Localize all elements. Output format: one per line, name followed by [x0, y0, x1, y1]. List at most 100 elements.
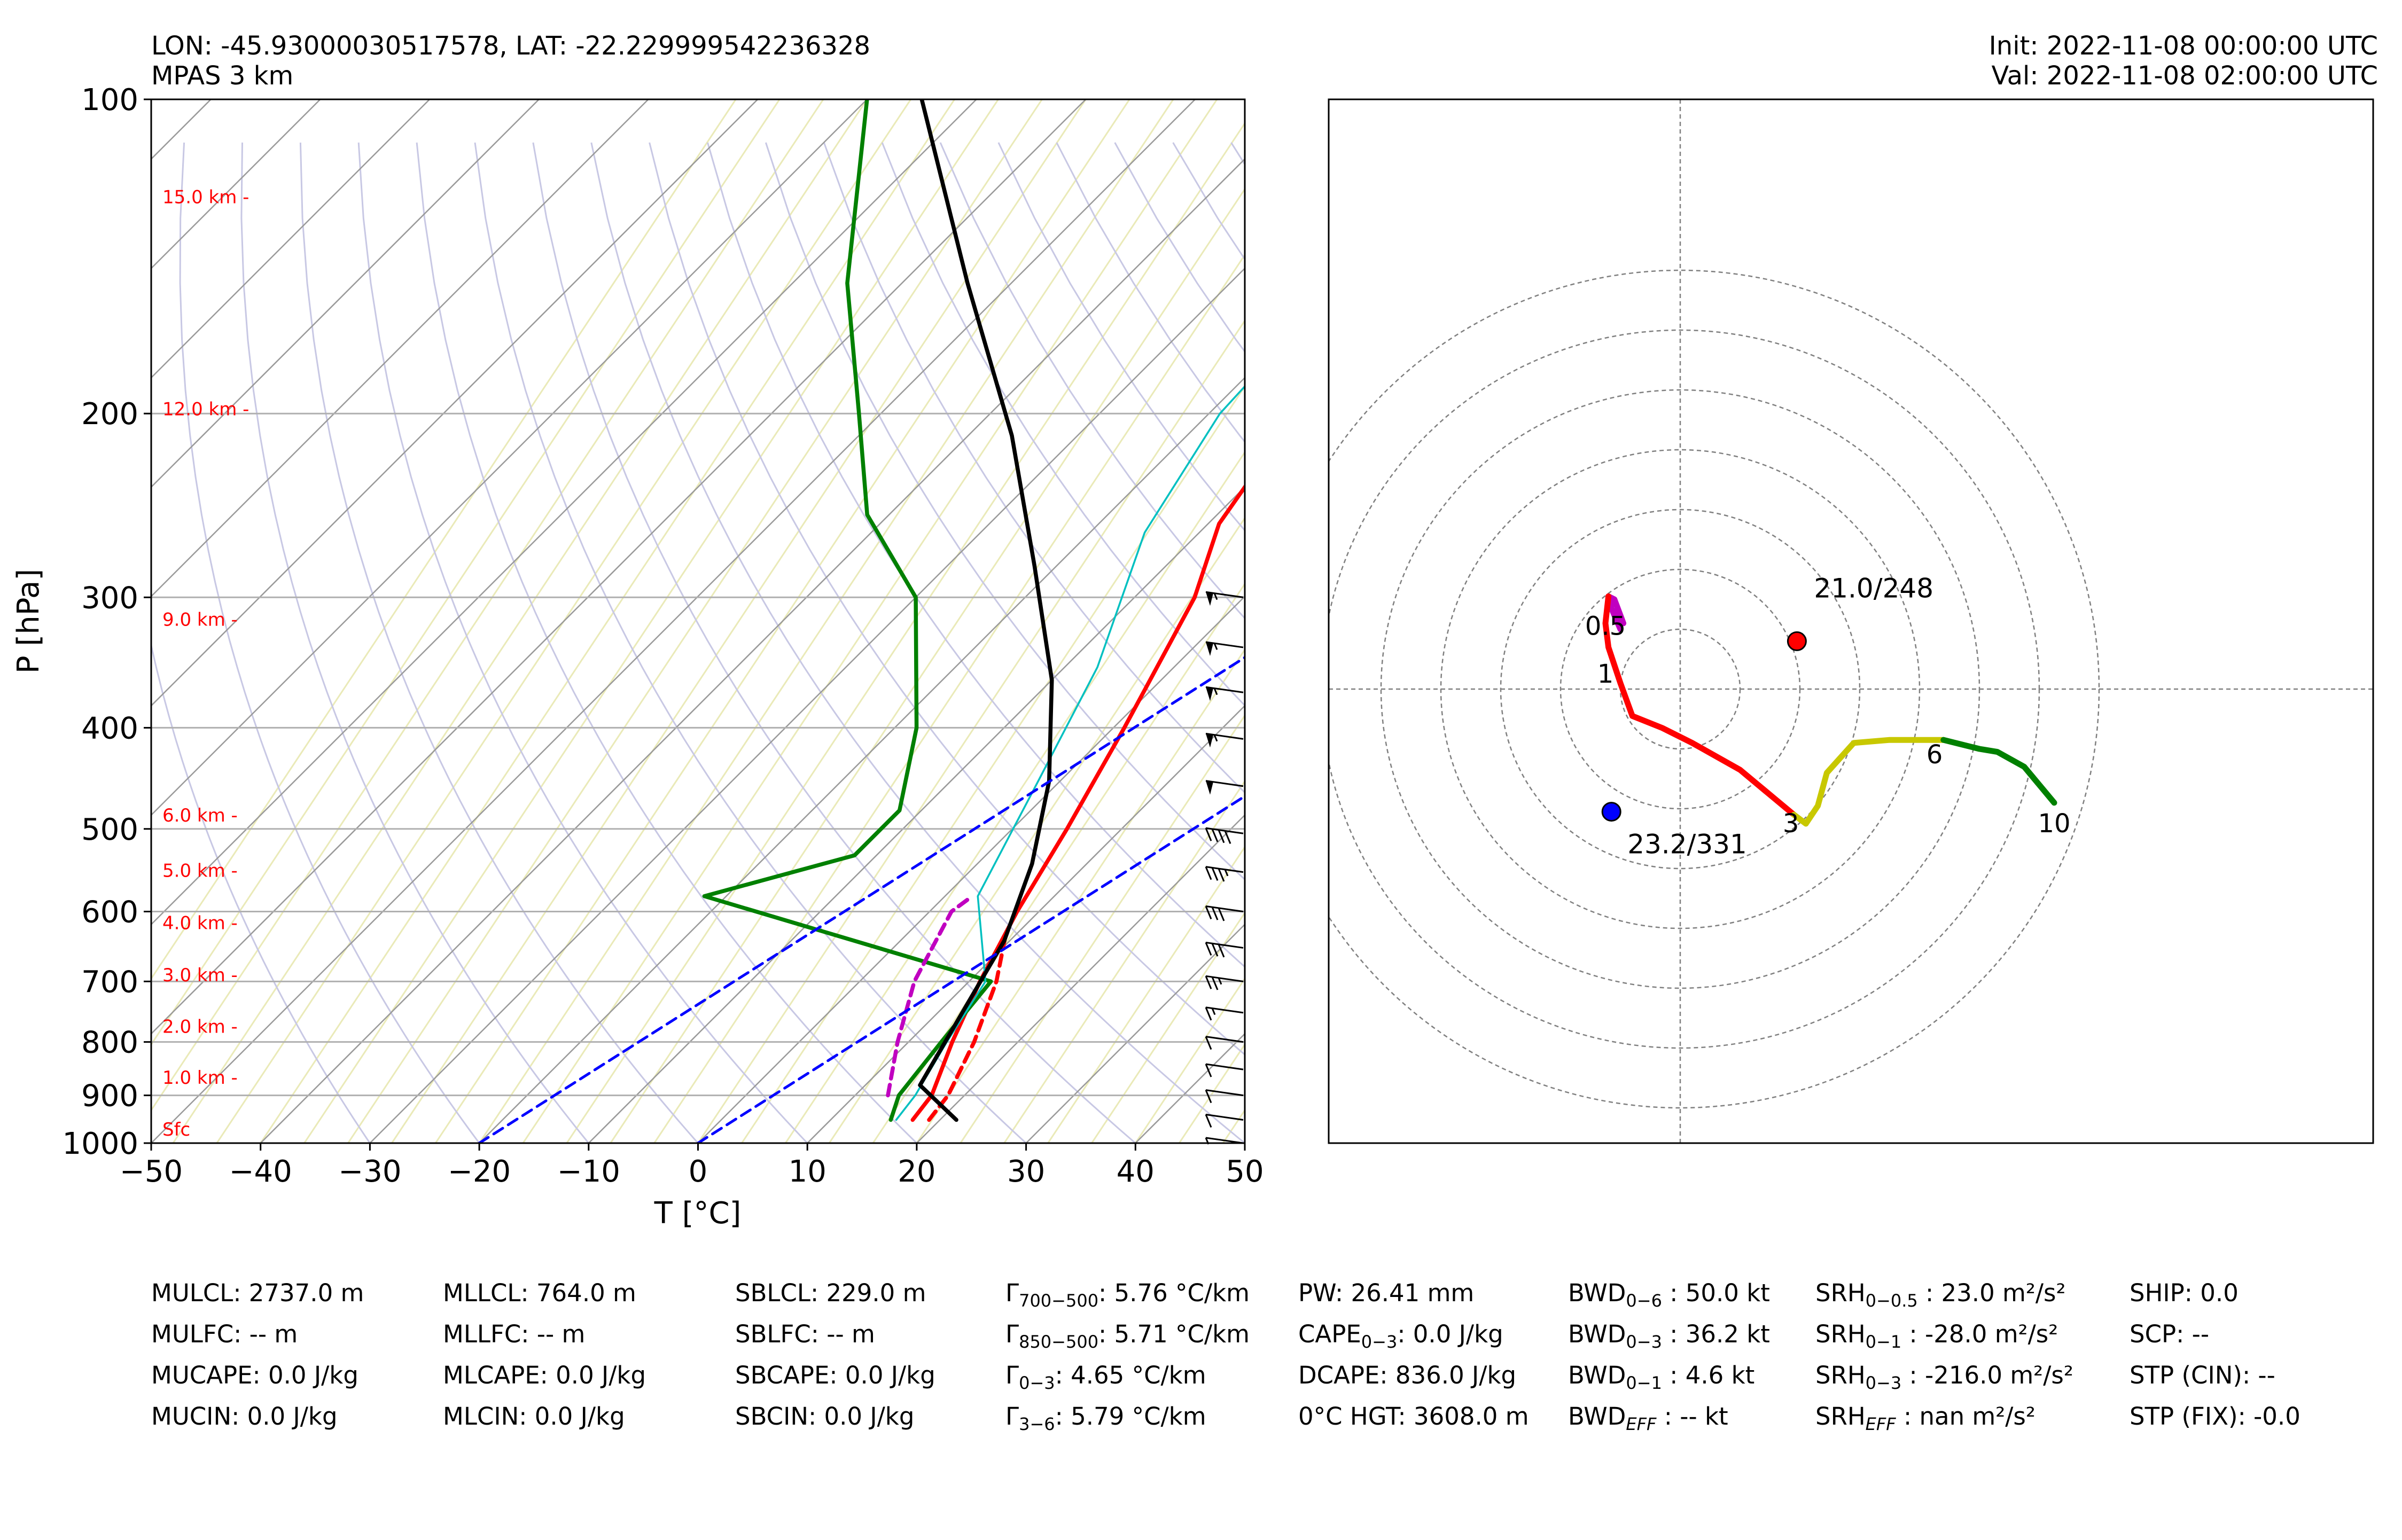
isotherm-line [151, 99, 649, 598]
height-label: 3.0 km - [162, 965, 238, 986]
wind-barb [1205, 732, 1244, 748]
dry-adiabat-line [765, 142, 1245, 881]
wind-barb-full [1218, 908, 1225, 921]
wind-barb-staff [1205, 1089, 1244, 1097]
index-ship: SHIP: 0.0 [2130, 1279, 2239, 1307]
hodograph-height-label: 1 [1597, 659, 1614, 689]
y-tick-label: 200 [81, 397, 138, 432]
isotherm-line [151, 99, 1087, 1035]
wind-barb [1205, 1036, 1244, 1050]
moist-adiabat-line [960, 714, 1245, 1143]
dry-adiabat-line [1289, 143, 2402, 1165]
height-label: 9.0 km - [162, 609, 238, 631]
wind-barb-full [1205, 1114, 1212, 1128]
isotherm-line [1025, 923, 1245, 1143]
wind-barb-full [1218, 868, 1225, 882]
wind-barb-staff [1205, 1113, 1244, 1121]
wind-barb-half [1213, 687, 1218, 695]
dewpoint-line [702, 99, 993, 1122]
isotherm-line [260, 158, 1245, 1143]
index-lapse-0-3: Γ0−3: 4.65 °C/km [1005, 1361, 1206, 1393]
index-stp-cin: STP (CIN): -- [2130, 1361, 2275, 1389]
hodograph-height-label: 3 [1783, 809, 1799, 839]
wind-barb [1205, 591, 1244, 606]
height-label: Sfc [162, 1119, 190, 1140]
moist-adiabat-line [1354, 99, 2048, 1143]
isotherm-line [151, 99, 540, 488]
height-label: 6.0 km - [162, 805, 238, 826]
isotherm-line [588, 486, 1245, 1143]
skewt-background-lines [151, 99, 2402, 1165]
moist-adiabat-line [522, 99, 1218, 1143]
wind-barb-full [1211, 828, 1219, 842]
location-label: LON: -45.93000030517578, LAT: -22.229999… [151, 31, 871, 61]
hodograph-segment [1602, 593, 1797, 818]
isotherm-line [151, 99, 759, 707]
y-tick-label: 400 [81, 711, 138, 746]
index-mulfc: MULFC: -- m [151, 1320, 298, 1348]
index-srh-eff: SRHEFF : nan m²/s² [1815, 1402, 2036, 1434]
index-stp-fix: STP (FIX): -0.0 [2130, 1402, 2300, 1430]
index-mucin: MUCIN: 0.0 J/kg [151, 1402, 338, 1430]
x-tick-label: 40 [1117, 1154, 1155, 1189]
moist-adiabat-line [566, 122, 1245, 1143]
dry-adiabat-line [1406, 143, 2402, 1165]
moist-adiabat-line [1135, 977, 1245, 1143]
wind-barb-staff [1205, 591, 1244, 598]
indices-col-composite: SHIP: 0.0 SCP: -- STP (CIN): -- STP (FIX… [2130, 1272, 2300, 1437]
isotherm-line [479, 377, 1245, 1143]
wind-barbs [1205, 591, 1244, 1145]
hodograph-labels: 0.5 1 3 6 10 21.0/248 23.2/331 [1585, 573, 2071, 859]
isotherm-line [916, 814, 1245, 1143]
y-tick-label: 500 [81, 812, 138, 847]
wind-barb [1205, 1063, 1244, 1077]
dry-adiabat-line [649, 142, 1245, 1056]
index-dcape: DCAPE: 836.0 J/kg [1298, 1361, 1517, 1389]
index-lapse-700-500: Γ700−500: 5.76 °C/km [1005, 1279, 1250, 1311]
wind-barb-full [1205, 1036, 1212, 1050]
index-srh-0-3: SRH0−3 : -216.0 m²/s² [1815, 1361, 2073, 1393]
wind-barb-full [1211, 943, 1219, 957]
hodograph-rings [1329, 99, 2373, 1143]
storm-motion-marker [1601, 802, 1621, 822]
index-mlcin: MLCIN: 0.0 J/kg [443, 1402, 625, 1430]
dry-adiabat-line [416, 142, 918, 1143]
dry-adiabat-line [823, 142, 1245, 794]
isotherm-line [369, 267, 1245, 1143]
wind-barb-staff [1205, 975, 1244, 982]
moist-adiabat-line [303, 99, 999, 1143]
wind-barb-flag [1206, 687, 1213, 701]
wind-barb-flag [1206, 733, 1213, 748]
y-tick-label: 600 [81, 895, 138, 930]
x-tick-label: −20 [448, 1154, 511, 1189]
index-mlcape: MLCAPE: 0.0 J/kg [443, 1361, 646, 1389]
hodograph-height-label: 10 [2038, 809, 2070, 839]
moist-adiabat-line [1222, 1108, 1245, 1143]
moist-adiabat-line [151, 99, 824, 1112]
dry-adiabat-line [1230, 142, 1245, 166]
index-bwd-0-6: BWD0−6 : 50.0 kt [1568, 1279, 1770, 1311]
dry-adiabat-line [179, 142, 481, 1143]
wind-barb-full [1211, 906, 1219, 920]
wind-barb-staff [1205, 1063, 1244, 1070]
storm-motion-label: 23.2/331 [1627, 829, 1747, 860]
hodograph-trace [1602, 593, 2057, 827]
moist-adiabat-line [151, 99, 781, 1046]
wind-barb-flag [1206, 642, 1213, 656]
wind-barb [1205, 686, 1244, 701]
moist-adiabat-line [1573, 99, 2267, 1143]
height-label: 4.0 km - [162, 912, 238, 934]
isotherm-line [151, 99, 977, 926]
wind-barb-half [1213, 734, 1218, 742]
index-lapse-3-6: Γ3−6: 5.79 °C/km [1005, 1402, 1206, 1434]
wind-barb-flag [1206, 592, 1213, 606]
wind-barb-staff [1205, 941, 1244, 949]
skewt-profiles [478, 99, 1245, 1143]
dry-adiabat-line [939, 142, 1245, 620]
index-mucape: MUCAPE: 0.0 J/kg [151, 1361, 358, 1389]
x-axis-label: T [°C] [654, 1196, 742, 1231]
height-label: 15.0 km - [162, 187, 249, 208]
x-tick-label: −40 [229, 1154, 292, 1189]
index-sbcin: SBCIN: 0.0 J/kg [735, 1402, 915, 1430]
y-tick-label: 100 [81, 83, 138, 118]
